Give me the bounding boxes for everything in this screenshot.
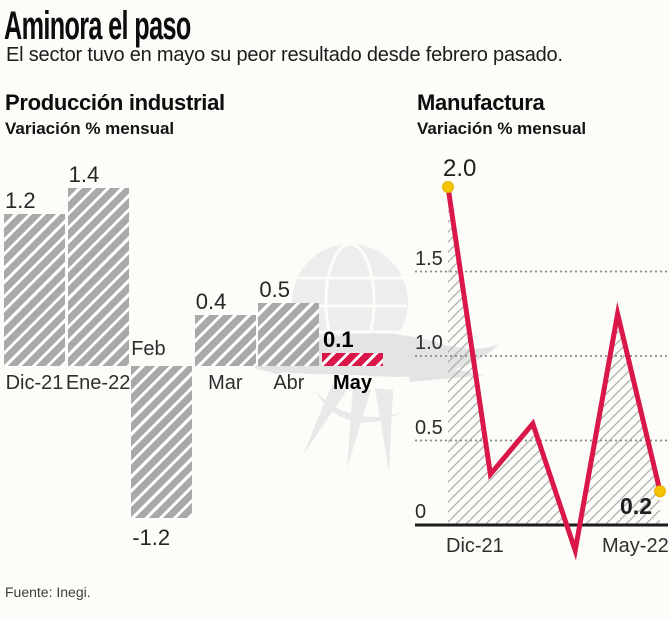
bar-mar — [194, 315, 256, 366]
bar-value-label-dic-21: 1.2 — [5, 187, 36, 213]
bar-abr — [258, 302, 320, 366]
bar-chart-title: Producción industrial — [5, 90, 225, 115]
bar-value-label-may: 0.1 — [323, 327, 354, 353]
line-chart-title: Manufactura — [417, 90, 545, 115]
y-tick-label-1.0: 1.0 — [415, 332, 443, 354]
start-marker — [442, 181, 454, 193]
last-point-label: 0.2 — [620, 493, 652, 520]
bar-dic-21 — [4, 213, 65, 366]
bar-category-label-ene-22: Ene-22 — [65, 372, 131, 394]
bar-chart-subtitle: Variación % mensual — [5, 119, 175, 138]
x-tick-label-first: Dic-21 — [446, 535, 504, 557]
bar-category-label-dic-21: Dic-21 — [5, 372, 64, 394]
x-tick-label-last: May-22 — [602, 535, 669, 557]
bar-value-label-ene-22: 1.4 — [68, 162, 100, 188]
page-subtitle: El sector tuvo en mayo su peor resultado… — [6, 44, 563, 66]
y-tick-label-0.5: 0.5 — [415, 416, 443, 439]
bar-ene-22 — [67, 188, 129, 366]
manufactura-line — [445, 186, 663, 561]
bar-may — [322, 353, 383, 366]
source-note: Fuente: Inegi. — [5, 584, 91, 600]
bar-category-label-may: May — [333, 372, 372, 394]
bar-category-label-feb: Feb — [131, 338, 166, 360]
first-point-label: 2.0 — [443, 155, 477, 182]
page-title: Aminora el paso — [4, 4, 191, 48]
bar-category-label-abr: Abr — [273, 372, 305, 394]
bar-value-label-feb: -1.2 — [132, 525, 171, 551]
y-tick-label-1.5: 1.5 — [415, 247, 443, 270]
bar-value-label-abr: 0.5 — [259, 276, 290, 302]
bar-value-label-mar: 0.4 — [195, 289, 227, 315]
bar-feb — [131, 366, 193, 519]
line-chart-subtitle: Variación % mensual — [417, 119, 587, 138]
bar-category-label-mar: Mar — [208, 372, 243, 394]
y-tick-label-0: 0 — [415, 501, 427, 523]
end-marker — [654, 485, 666, 498]
